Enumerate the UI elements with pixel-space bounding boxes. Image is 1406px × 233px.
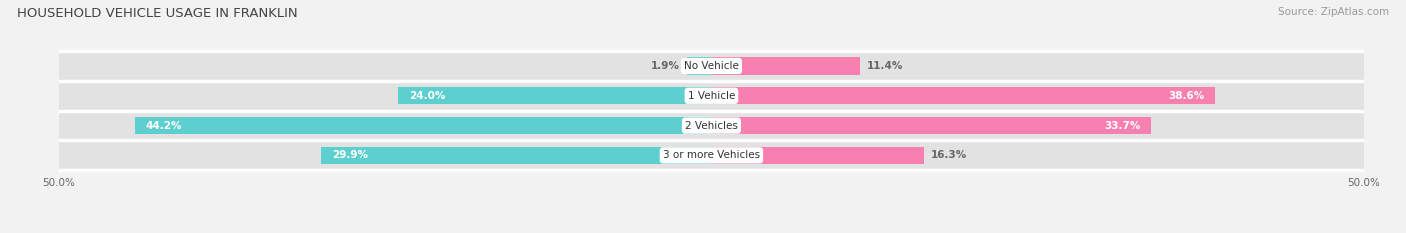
Bar [322,147,711,164]
Text: Source: ZipAtlas.com: Source: ZipAtlas.com [1278,7,1389,17]
Bar [711,147,924,164]
Bar [59,141,711,169]
Bar [59,52,711,80]
Text: No Vehicle: No Vehicle [683,61,740,71]
Text: HOUSEHOLD VEHICLE USAGE IN FRANKLIN: HOUSEHOLD VEHICLE USAGE IN FRANKLIN [17,7,298,20]
Bar [711,141,1364,169]
Bar [711,82,1364,110]
Text: 44.2%: 44.2% [145,120,181,130]
Bar [711,57,860,75]
Text: 29.9%: 29.9% [332,150,368,160]
Text: 33.7%: 33.7% [1104,120,1140,130]
Bar [59,112,711,139]
Bar [398,87,711,104]
Bar [686,57,711,75]
Bar [59,82,711,110]
Text: 3 or more Vehicles: 3 or more Vehicles [662,150,761,160]
Text: 1 Vehicle: 1 Vehicle [688,91,735,101]
Text: 1.9%: 1.9% [651,61,681,71]
Bar [711,87,1215,104]
Text: 16.3%: 16.3% [931,150,967,160]
Bar [711,117,1152,134]
Bar [711,52,1364,80]
Text: 2 Vehicles: 2 Vehicles [685,120,738,130]
Text: 24.0%: 24.0% [409,91,446,101]
Text: 38.6%: 38.6% [1168,91,1205,101]
Bar [711,112,1364,139]
Bar [135,117,711,134]
Text: 11.4%: 11.4% [866,61,903,71]
